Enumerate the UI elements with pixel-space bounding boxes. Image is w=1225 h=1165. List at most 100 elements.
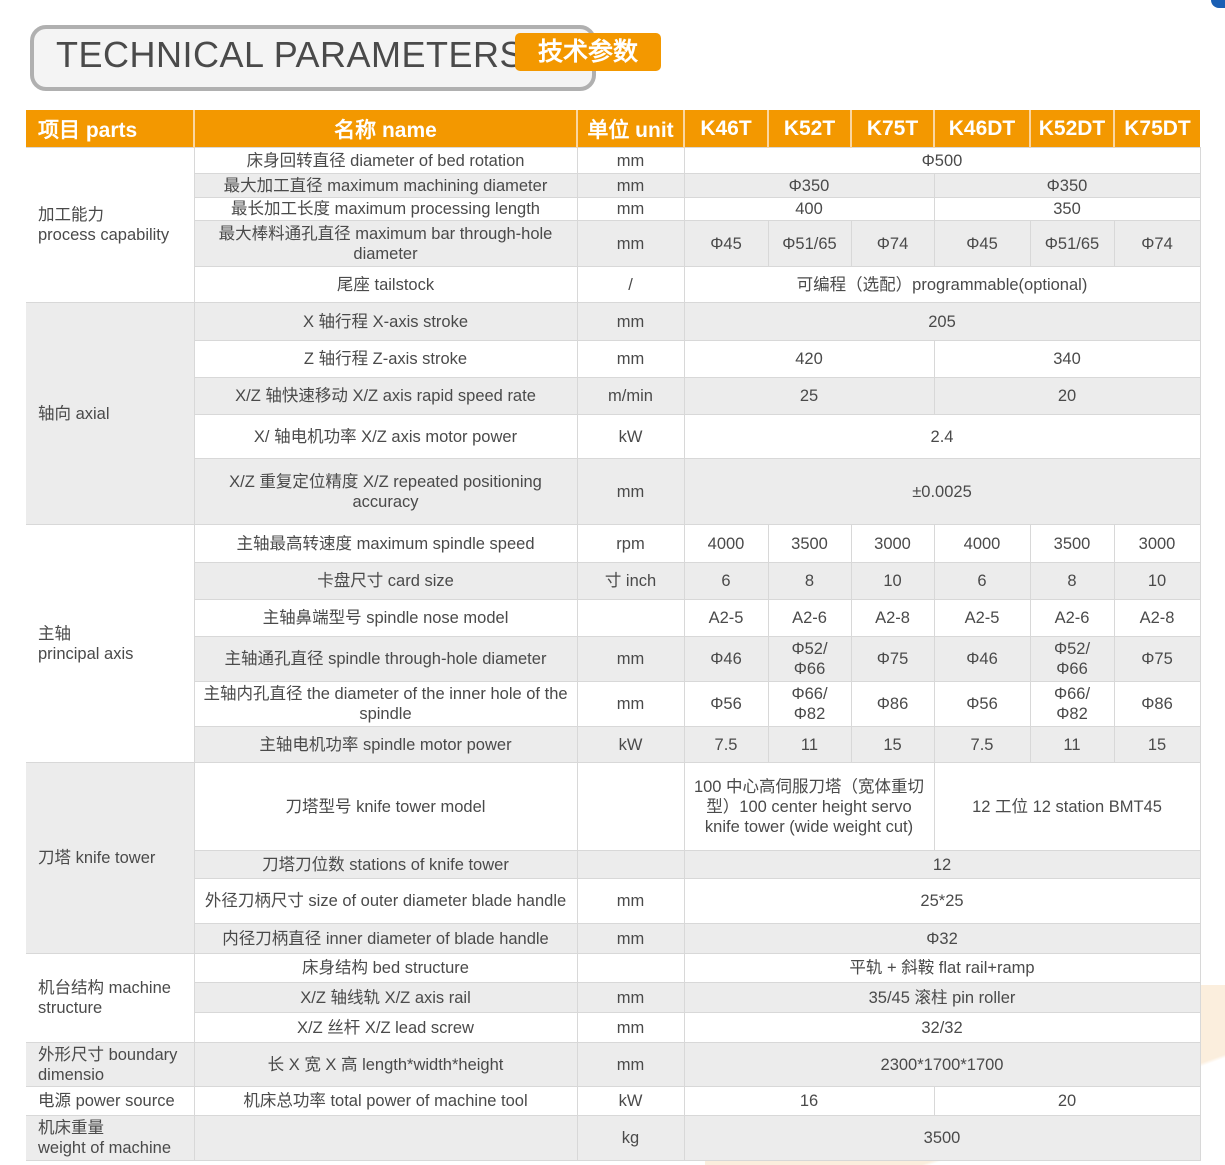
name-cell: 主轴鼻端型号 spindle nose model [193, 599, 578, 637]
value-cell: 可编程（选配）programmable(optional) [683, 266, 1201, 303]
table-row: 外形尺寸 boundary dimensio 长 X 宽 X 高 length*w… [26, 1042, 1201, 1087]
unit-cell: mm [576, 982, 685, 1013]
table-row: 主轴 principal axis 主轴最高转速度 maximum spindle… [26, 524, 1201, 763]
part-cell: 机台结构 machine structure [26, 953, 195, 1043]
name-cell: 长 X 宽 X 高 length*width*height [193, 1042, 578, 1087]
value-cell: 2.4 [683, 414, 1201, 459]
name-cell: 卡盘尺寸 card size [193, 562, 578, 600]
table-row: X/ 轴电机功率 X/Z axis motor power kW 2.4 [26, 414, 1201, 459]
unit-cell: mm [576, 923, 685, 954]
part-cell: 轴向 axial [26, 302, 195, 525]
name-cell: 外径刀柄尺寸 size of outer diameter blade hand… [193, 878, 578, 924]
column-header: 项目 parts [26, 110, 194, 148]
unit-cell: kW [576, 414, 685, 459]
unit-cell [576, 762, 685, 851]
table-row: 轴向 axial X 轴行程 X-axis stroke mm 205 [26, 302, 1201, 525]
name-cell: X 轴行程 X-axis stroke [193, 302, 578, 341]
unit-cell: mm [576, 458, 685, 525]
column-header: K52DT [1029, 110, 1114, 148]
unit-cell [576, 599, 685, 637]
table-row: 加工能力 process capability 床身回转直径 diameter o… [26, 147, 1201, 303]
value-cell: Φ46 [933, 636, 1031, 682]
value-cell: Φ56 [683, 681, 769, 727]
value-cell: 20 [933, 377, 1201, 415]
unit-cell: mm [576, 197, 685, 221]
value-cell: Φ75 [850, 636, 935, 682]
name-cell: 主轴电机功率 spindle motor power [193, 726, 578, 763]
part-cell: 主轴 principal axis [26, 524, 195, 763]
value-cell: 3500 [767, 524, 852, 563]
value-cell: 8 [767, 562, 852, 600]
name-cell: 刀塔型号 knife tower model [193, 762, 578, 851]
name-cell: 主轴最高转速度 maximum spindle speed [193, 524, 578, 563]
value-cell: Φ51/65 [1029, 220, 1115, 267]
value-cell: 11 [1029, 726, 1115, 763]
unit-cell: kg [576, 1115, 685, 1161]
value-cell: 25*25 [683, 878, 1201, 924]
value-cell: A2-5 [683, 599, 769, 637]
name-cell: Z 轴行程 Z-axis stroke [193, 340, 578, 378]
value-cell: 3500 [1029, 524, 1115, 563]
name-cell: X/Z 轴线轨 X/Z axis rail [193, 982, 578, 1013]
value-cell: 12 工位 12 station BMT45 [933, 762, 1201, 851]
value-cell: 32/32 [683, 1012, 1201, 1043]
name-cell: 主轴通孔直径 spindle through-hole diameter [193, 636, 578, 682]
unit-cell: mm [576, 173, 685, 198]
value-cell: 3000 [1113, 524, 1201, 563]
value-cell: 10 [850, 562, 935, 600]
value-cell: 3500 [683, 1115, 1201, 1161]
unit-cell: kW [576, 726, 685, 763]
value-cell: 11 [767, 726, 852, 763]
name-cell: 刀塔刀位数 stations of knife tower [193, 850, 578, 879]
part-cell: 外形尺寸 boundary dimensio [26, 1042, 195, 1087]
table-row: 电源 power source 机床总功率 total power of mach… [26, 1086, 1201, 1116]
unit-cell: mm [576, 220, 685, 267]
value-cell: A2-8 [850, 599, 935, 637]
value-cell: Φ350 [683, 173, 935, 198]
value-cell: Φ350 [933, 173, 1201, 198]
name-cell: X/Z 轴快速移动 X/Z axis rapid speed rate [193, 377, 578, 415]
name-cell [193, 1115, 578, 1161]
value-cell: A2-8 [1113, 599, 1201, 637]
title-frame [30, 25, 596, 91]
name-cell: 主轴内孔直径 the diameter of the inner hole of… [193, 681, 578, 727]
name-cell: 机床总功率 total power of machine tool [193, 1086, 578, 1116]
value-cell: Φ86 [1113, 681, 1201, 727]
unit-cell [576, 953, 685, 983]
part-cell: 加工能力 process capability [26, 147, 195, 303]
value-cell: A2-6 [1029, 599, 1115, 637]
value-cell: 15 [1113, 726, 1201, 763]
column-header: K75T [850, 110, 934, 148]
table-row: 最大棒料通孔直径 maximum bar through-hole diamet… [26, 220, 1201, 267]
unit-cell: mm [576, 1042, 685, 1087]
name-cell: 最大加工直径 maximum machining diameter [193, 173, 578, 198]
value-cell: 25 [683, 377, 935, 415]
unit-cell: 寸 inch [576, 562, 685, 600]
name-cell: 床身回转直径 diameter of bed rotation [193, 147, 578, 174]
value-cell: Φ56 [933, 681, 1031, 727]
table-row: 外径刀柄尺寸 size of outer diameter blade hand… [26, 878, 1201, 924]
column-header: K52T [767, 110, 851, 148]
value-cell: Φ86 [850, 681, 935, 727]
value-cell: 100 中心高伺服刀塔（宽体重切型）100 center height serv… [683, 762, 935, 851]
value-cell: 6 [683, 562, 769, 600]
value-cell: Φ45 [683, 220, 769, 267]
value-cell: 4000 [933, 524, 1031, 563]
value-cell: 6 [933, 562, 1031, 600]
table-row: 机台结构 machine structure 床身结构 bed structure… [26, 953, 1201, 1043]
value-cell: 4000 [683, 524, 769, 563]
unit-cell: kW [576, 1086, 685, 1116]
table-row: 卡盘尺寸 card size 寸 inch 6 8 10 6 8 10 [26, 562, 1201, 600]
unit-cell [576, 850, 685, 879]
table-row: 尾座 tailstock / 可编程（选配）programmable(optiona… [26, 266, 1201, 303]
table-row: X/Z 重复定位精度 X/Z repeated positioning accu… [26, 458, 1201, 525]
value-cell: Φ66/ Φ82 [1029, 681, 1115, 727]
value-cell: 7.5 [933, 726, 1031, 763]
value-cell: 3000 [850, 524, 935, 563]
unit-cell: m/min [576, 377, 685, 415]
corner-decoration [1211, 0, 1225, 8]
value-cell: Φ74 [1113, 220, 1201, 267]
unit-cell: mm [576, 340, 685, 378]
table-row: 刀塔刀位数 stations of knife tower 12 [26, 850, 1201, 879]
value-cell: Φ45 [933, 220, 1031, 267]
